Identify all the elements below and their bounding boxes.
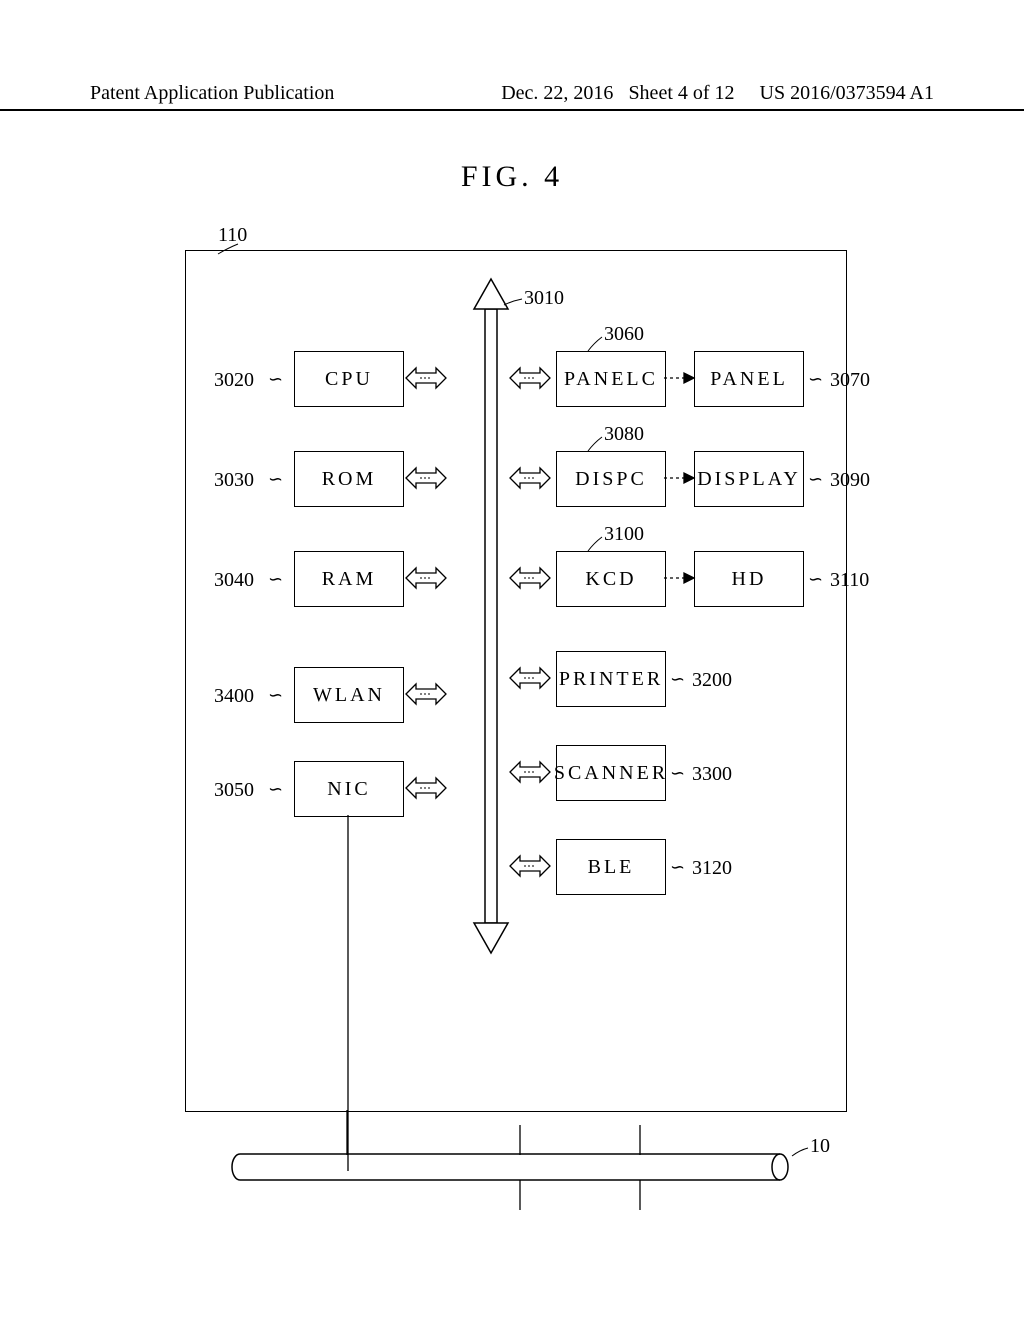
header-right: Dec. 22, 2016 Sheet 4 of 12 US 2016/0373… [501,82,934,105]
ref-printer: 3200 [692,669,732,692]
diagram-container: CPU ROM RAM WLAN NIC PANELC DISPC KCD PR… [185,250,847,1112]
tilde-icon: ∽ [670,669,685,690]
tilde-icon: ∽ [268,569,283,590]
ref-container: 110 [218,224,247,247]
tilde-icon: ∽ [808,569,823,590]
bidir-connectors [406,368,550,876]
ref-bus: 3010 [524,287,564,310]
tilde-icon: ∽ [808,369,823,390]
block-panel: PANEL [694,351,804,407]
ref-nic: 3050 [214,779,254,802]
tilde-icon: ∽ [268,469,283,490]
tilde-icon: ∽ [808,469,823,490]
block-panelc: PANELC [556,351,666,407]
ref-ram: 3040 [214,569,254,592]
ref-network: 10 [810,1135,830,1158]
ref-wlan: 3400 [214,685,254,708]
tilde-icon: ∽ [268,779,283,800]
block-scanner: SCANNER [556,745,666,801]
block-cpu: CPU [294,351,404,407]
tilde-icon: ∽ [268,685,283,706]
tilde-icon: ∽ [670,857,685,878]
ref-cpu: 3020 [214,369,254,392]
ref-panelc: 3060 [604,323,644,346]
ref-dispc: 3080 [604,423,644,446]
block-ble: BLE [556,839,666,895]
ref-kcd: 3100 [604,523,644,546]
header-left: Patent Application Publication [90,82,334,105]
page: Patent Application Publication Dec. 22, … [0,0,1024,1320]
figure-title: FIG. 4 [0,160,1024,194]
block-rom: ROM [294,451,404,507]
block-wlan: WLAN [294,667,404,723]
block-dispc: DISPC [556,451,666,507]
block-ram: RAM [294,551,404,607]
ref-hd: 3110 [830,569,869,592]
ref-ble: 3120 [692,857,732,880]
block-printer: PRINTER [556,651,666,707]
ref-rom: 3030 [214,469,254,492]
ref-display: 3090 [830,469,870,492]
tilde-icon: ∽ [268,369,283,390]
page-header: Patent Application Publication Dec. 22, … [0,82,1024,111]
dashed-arrows [664,373,694,583]
block-hd: HD [694,551,804,607]
block-kcd: KCD [556,551,666,607]
ref-panel: 3070 [830,369,870,392]
bus-arrow-icon [474,279,508,953]
tilde-icon: ∽ [670,763,685,784]
ref-scanner: 3300 [692,763,732,786]
block-nic: NIC [294,761,404,817]
block-display: DISPLAY [694,451,804,507]
